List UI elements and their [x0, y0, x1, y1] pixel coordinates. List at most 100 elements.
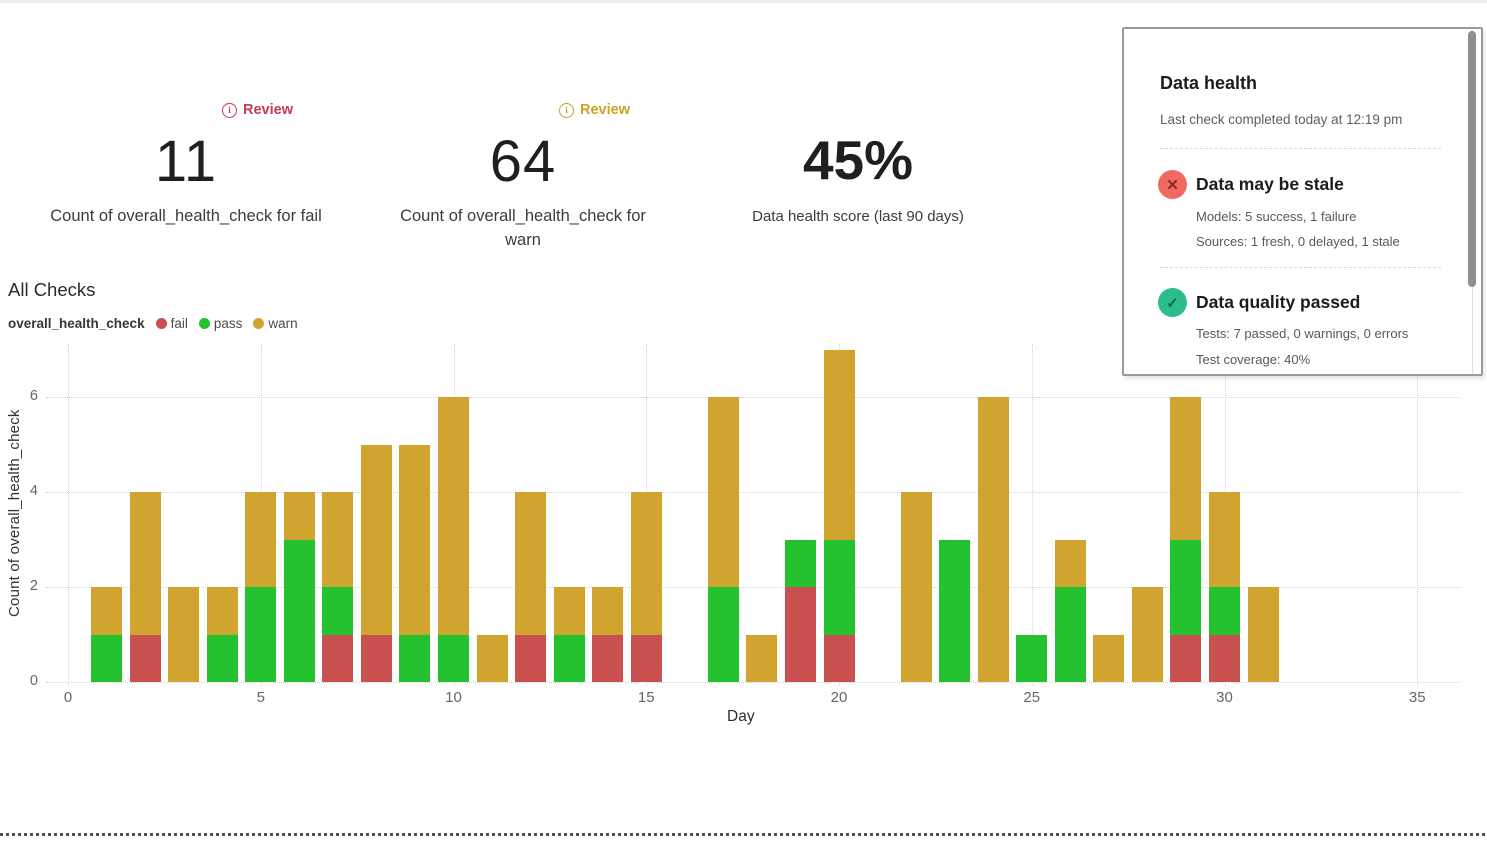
x-circle-icon: ✕ [1158, 170, 1187, 199]
info-icon: i [559, 102, 574, 118]
bar-segment-pass-day-26[interactable] [1054, 587, 1086, 682]
top-divider [0, 0, 1487, 3]
check-circle-icon: ✓ [1158, 288, 1187, 317]
legend-item-warn[interactable]: warn [253, 316, 298, 331]
bar-segment-fail-day-20[interactable] [823, 634, 855, 682]
bar-segment-fail-day-2[interactable] [129, 634, 161, 682]
panel-section-line: Tests: 7 passed, 0 warnings, 0 errors [1196, 326, 1409, 341]
bar-segment-warn-day-6[interactable] [283, 492, 315, 540]
y-tick-label: 0 [29, 673, 38, 689]
fail-dot-icon [155, 318, 167, 329]
panel-scrollbar-track[interactable] [1472, 287, 1473, 374]
metric-label: Count of overall_health_check for fail [50, 206, 322, 225]
bar-segment-warn-day-28[interactable] [1131, 587, 1163, 682]
y-tick-label: 6 [29, 388, 38, 404]
bar-segment-warn-day-31[interactable] [1247, 587, 1279, 682]
bar-segment-fail-day-8[interactable] [360, 634, 392, 682]
x-tick-label: 35 [1408, 689, 1426, 706]
bar-segment-pass-day-29[interactable] [1170, 539, 1202, 635]
bottom-dotted-border [0, 833, 1487, 836]
x-axis-label: Day [727, 708, 755, 725]
bar-segment-warn-day-15[interactable] [630, 492, 662, 635]
bar-segment-pass-day-1[interactable] [91, 634, 123, 682]
bar-segment-warn-day-8[interactable] [360, 444, 392, 635]
review-badge-label: Review [580, 102, 630, 118]
bar-segment-warn-day-12[interactable] [515, 492, 547, 635]
bar-segment-warn-day-20[interactable] [823, 349, 855, 540]
chart-title: All Checks [8, 279, 96, 300]
bar-segment-warn-day-13[interactable] [553, 587, 585, 635]
bar-segment-pass-day-23[interactable] [939, 539, 971, 682]
panel-scrollbar-thumb[interactable] [1468, 31, 1476, 287]
bar-segment-warn-day-29[interactable] [1170, 397, 1202, 540]
h-gridline [46, 492, 1460, 493]
bar-segment-warn-day-30[interactable] [1209, 492, 1240, 587]
panel-divider [1160, 148, 1441, 149]
review-badge-fail[interactable]: i Review [222, 102, 293, 118]
x-tick-label: 0 [63, 689, 73, 706]
x-tick-label: 25 [1023, 689, 1041, 706]
bar-segment-warn-day-27[interactable] [1093, 634, 1125, 682]
bar-segment-warn-day-26[interactable] [1054, 539, 1086, 587]
bar-segment-warn-day-11[interactable] [476, 634, 508, 682]
data-health-panel: Data health Last check completed today a… [1122, 27, 1483, 376]
metric-value: 64 [489, 129, 557, 194]
review-badge-warn[interactable]: i Review [559, 102, 630, 118]
y-tick-label: 4 [29, 483, 38, 499]
bar-segment-fail-day-15[interactable] [630, 634, 662, 682]
bar-segment-pass-day-7[interactable] [322, 587, 354, 635]
legend-item-fail[interactable]: fail [155, 316, 188, 331]
bar-segment-warn-day-14[interactable] [592, 587, 624, 635]
metric-label: Count of overall_health_check for warn [400, 206, 646, 249]
h-gridline [46, 587, 1460, 588]
panel-divider [1160, 267, 1441, 268]
bar-segment-fail-day-12[interactable] [515, 634, 547, 682]
bar-segment-fail-day-19[interactable] [784, 587, 816, 682]
x-tick-label: 20 [830, 689, 848, 706]
panel-section-line: Models: 5 success, 1 failure [1196, 209, 1357, 224]
metric-value: 11 [154, 129, 218, 194]
panel-section-title: Data may be stale [1196, 174, 1344, 194]
bar-segment-warn-day-24[interactable] [977, 397, 1009, 682]
bar-segment-warn-day-1[interactable] [91, 587, 123, 635]
bar-segment-fail-day-30[interactable] [1209, 634, 1240, 682]
bar-segment-fail-day-29[interactable] [1170, 634, 1202, 682]
bar-segment-warn-day-4[interactable] [206, 587, 238, 635]
panel-title: Data health [1160, 73, 1258, 93]
chart-legend: overall_health_check fail pass warn [8, 316, 298, 331]
bar-segment-warn-day-18[interactable] [746, 634, 778, 682]
metric-label: Data health score (last 90 days) [752, 207, 964, 225]
bar-segment-pass-day-4[interactable] [206, 634, 238, 682]
panel-last-check: Last check completed today at 12:19 pm [1160, 112, 1403, 127]
panel-section-line: Test coverage: 40% [1196, 352, 1311, 367]
bar-segment-pass-day-17[interactable] [707, 587, 739, 682]
bar-segment-warn-day-17[interactable] [707, 397, 739, 587]
bar-segment-pass-day-9[interactable] [399, 634, 431, 682]
bar-segment-pass-day-6[interactable] [283, 539, 315, 682]
bar-segment-pass-day-20[interactable] [823, 539, 855, 635]
bar-segment-warn-day-9[interactable] [399, 444, 431, 635]
bar-segment-fail-day-14[interactable] [592, 634, 624, 682]
bar-segment-warn-day-3[interactable] [168, 587, 200, 682]
bar-segment-pass-day-30[interactable] [1209, 587, 1240, 635]
h-gridline [46, 397, 1460, 398]
bar-segment-pass-day-25[interactable] [1016, 634, 1048, 682]
bar-segment-fail-day-7[interactable] [322, 634, 354, 682]
bar-segment-warn-day-7[interactable] [322, 492, 354, 587]
x-tick-label: 15 [637, 689, 655, 706]
bar-segment-pass-day-10[interactable] [438, 634, 469, 682]
x-tick-label: 5 [256, 689, 265, 706]
bar-segment-warn-day-22[interactable] [900, 492, 932, 682]
bar-segment-warn-day-10[interactable] [438, 397, 469, 635]
bar-segment-warn-day-2[interactable] [129, 492, 161, 635]
bar-segment-pass-day-19[interactable] [784, 539, 816, 587]
bar-segment-warn-day-5[interactable] [245, 492, 277, 587]
metric-fail-count: i Review 11 Count of overall_health_chec… [36, 96, 336, 229]
metric-health-score: 45% Data health score (last 90 days) [708, 96, 1008, 228]
legend-item-pass[interactable]: pass [198, 316, 242, 331]
bar-segment-pass-day-5[interactable] [245, 587, 277, 682]
v-gridline [68, 344, 69, 686]
bar-segment-pass-day-13[interactable] [553, 634, 585, 682]
